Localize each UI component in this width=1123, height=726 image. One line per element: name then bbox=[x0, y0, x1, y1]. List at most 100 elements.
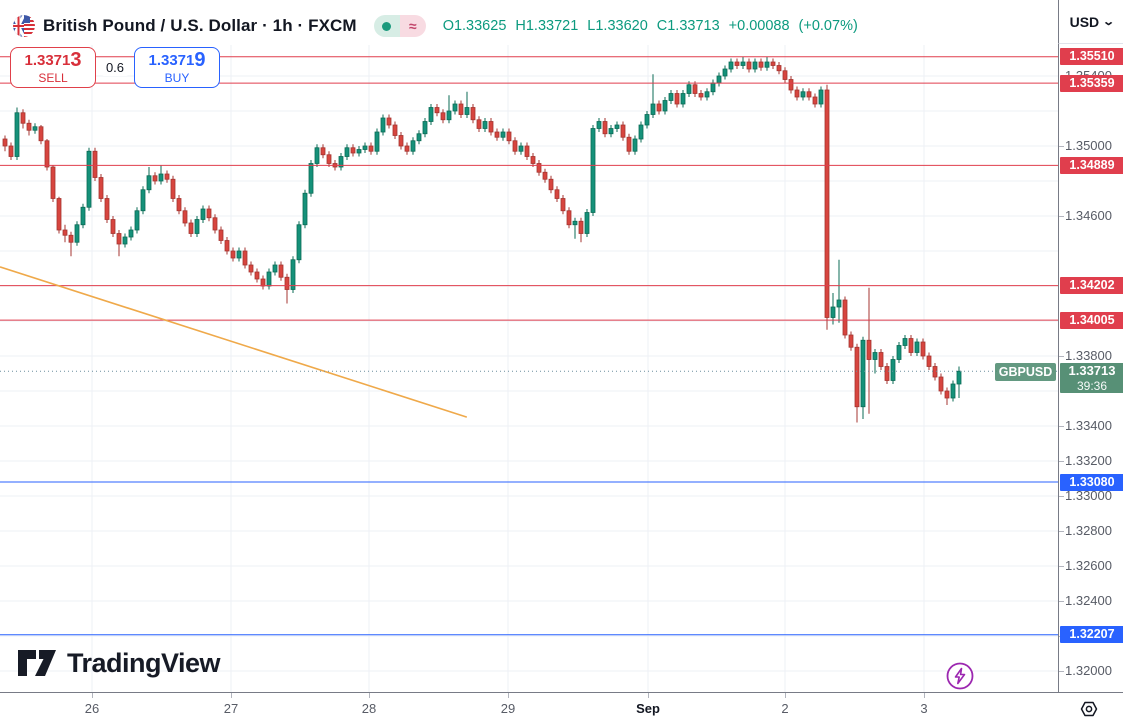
candle bbox=[680, 93, 686, 105]
currency-dropdown[interactable]: USD ⌄ bbox=[1058, 0, 1123, 44]
legend-change-pct: (+0.07%) bbox=[798, 18, 858, 34]
legend-change: +0.00088 bbox=[728, 18, 790, 34]
candle bbox=[50, 166, 56, 199]
candle bbox=[830, 306, 836, 318]
candle bbox=[656, 103, 662, 112]
candle bbox=[638, 124, 644, 140]
candle bbox=[374, 131, 380, 152]
axis-settings-hexagon-icon[interactable] bbox=[1072, 697, 1104, 721]
gbp-usd-flag-icon bbox=[13, 15, 35, 37]
legend-high: H1.33721 bbox=[515, 18, 579, 34]
time-axis-label: 26 bbox=[84, 701, 100, 716]
candle bbox=[452, 103, 458, 112]
candle bbox=[860, 339, 866, 408]
axis-tick-mark bbox=[1059, 356, 1064, 357]
candle bbox=[848, 334, 854, 348]
candle bbox=[818, 89, 824, 105]
symbol-title-group[interactable]: British Pound / U.S. Dollar · 1h · FXCM bbox=[13, 15, 357, 37]
axis-tick-mark bbox=[1059, 531, 1064, 532]
candle bbox=[566, 210, 572, 226]
candle bbox=[662, 100, 668, 112]
candle bbox=[698, 93, 704, 98]
price-label-1.33080[interactable]: 1.33080 bbox=[1060, 473, 1123, 491]
ohlc-legend: O1.33625 H1.33721 L1.33620 C1.33713 +0.0… bbox=[443, 18, 858, 34]
sell-button[interactable]: 1.33713 SELL bbox=[10, 47, 96, 88]
trendline[interactable] bbox=[0, 266, 468, 418]
time-axis-tick bbox=[91, 693, 93, 698]
legend-close: C1.33713 bbox=[656, 18, 720, 34]
symbol-price-line-pill[interactable]: GBPUSD bbox=[995, 363, 1056, 381]
price-label-1.32207[interactable]: 1.32207 bbox=[1060, 626, 1123, 644]
chevron-down-icon: ⌄ bbox=[1102, 16, 1116, 28]
candle bbox=[626, 136, 632, 152]
candlestick-chart-canvas[interactable] bbox=[0, 0, 1058, 692]
candle bbox=[932, 366, 938, 378]
candle bbox=[926, 355, 932, 367]
candle bbox=[590, 128, 596, 213]
spread-box: 0.6 bbox=[96, 47, 134, 88]
candle bbox=[20, 112, 26, 124]
candle bbox=[392, 124, 398, 136]
candle bbox=[296, 224, 302, 261]
symbol-title[interactable]: British Pound / U.S. Dollar · 1h · FXCM bbox=[43, 16, 357, 35]
candle bbox=[878, 352, 884, 367]
candle bbox=[284, 276, 290, 290]
current-price-label[interactable]: 1.33713 39:36 bbox=[1060, 363, 1123, 394]
axis-tick-label: 1.33800 bbox=[1065, 348, 1112, 363]
candle bbox=[386, 117, 392, 126]
candle bbox=[578, 220, 584, 234]
instant-order-lightning-icon[interactable] bbox=[945, 661, 975, 691]
candle bbox=[572, 220, 578, 226]
candle bbox=[326, 154, 332, 164]
candle bbox=[488, 121, 494, 133]
candle bbox=[314, 147, 320, 164]
axis-tick-label: 1.34600 bbox=[1065, 208, 1112, 223]
candle bbox=[788, 79, 794, 91]
candle bbox=[200, 208, 206, 220]
tradingview-logo-icon bbox=[18, 649, 58, 678]
candle bbox=[938, 376, 944, 392]
candle bbox=[116, 233, 122, 245]
candle bbox=[854, 346, 860, 408]
candle bbox=[794, 89, 800, 98]
tradingview-watermark[interactable]: TradingView bbox=[18, 648, 221, 679]
candle bbox=[494, 131, 500, 138]
price-label-1.34889[interactable]: 1.34889 bbox=[1060, 156, 1123, 174]
candle bbox=[722, 68, 728, 77]
candle bbox=[956, 370, 962, 385]
price-label-1.34005[interactable]: 1.34005 bbox=[1060, 311, 1123, 329]
candle bbox=[272, 264, 278, 273]
candle bbox=[248, 264, 254, 273]
candle bbox=[692, 84, 698, 94]
price-axis[interactable]: 1.354001.350001.346001.338001.334001.332… bbox=[1058, 0, 1123, 692]
axis-tick-mark bbox=[1059, 216, 1064, 217]
candle bbox=[140, 189, 146, 212]
candle bbox=[512, 140, 518, 152]
price-label-1.35359[interactable]: 1.35359 bbox=[1060, 74, 1123, 92]
tradingview-wordmark: TradingView bbox=[67, 648, 221, 678]
candle bbox=[800, 91, 806, 98]
candle bbox=[260, 278, 266, 287]
candle bbox=[164, 173, 170, 180]
candle bbox=[554, 189, 560, 199]
time-axis-label: 28 bbox=[361, 701, 377, 716]
market-status-pill[interactable]: ≈ bbox=[373, 15, 426, 37]
time-axis-tick bbox=[508, 693, 510, 698]
sell-label: SELL bbox=[38, 71, 68, 86]
current-price-value: 1.33713 bbox=[1068, 363, 1116, 379]
candle bbox=[842, 299, 848, 336]
time-axis[interactable]: 26 27 28 29 Sep 2 3 bbox=[0, 692, 1123, 726]
candle bbox=[98, 177, 104, 199]
axis-tick-label: 1.33200 bbox=[1065, 453, 1112, 468]
candle bbox=[230, 250, 236, 259]
candle bbox=[86, 150, 92, 208]
time-axis-label: 27 bbox=[223, 701, 239, 716]
candle bbox=[596, 121, 602, 129]
candle bbox=[782, 70, 788, 80]
price-label-1.34202[interactable]: 1.34202 bbox=[1060, 277, 1123, 295]
candle bbox=[776, 65, 782, 72]
price-label-1.35510[interactable]: 1.35510 bbox=[1060, 48, 1123, 66]
buy-button[interactable]: 1.33719 BUY bbox=[134, 47, 220, 88]
legend-low: L1.33620 bbox=[587, 18, 648, 34]
candle bbox=[224, 240, 230, 252]
